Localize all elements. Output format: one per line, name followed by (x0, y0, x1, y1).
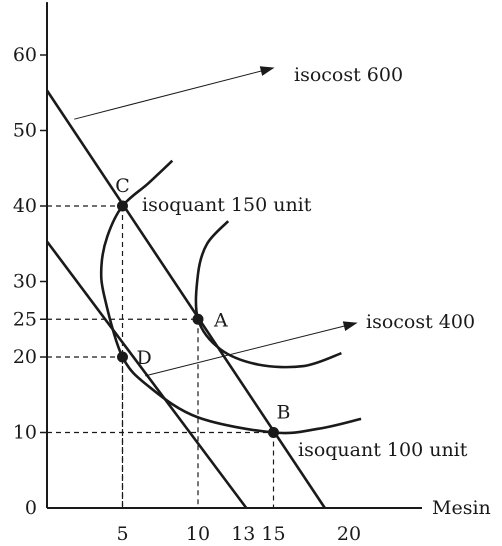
point-B (268, 427, 279, 438)
x-tick-label: 15 (261, 523, 285, 545)
x-tick-label: 10 (186, 523, 210, 545)
y-tick-label: 0 (25, 497, 37, 519)
point-D (117, 351, 128, 363)
y-tick-label: 20 (13, 346, 37, 368)
isocost-400-label: isocost 400 (366, 311, 475, 333)
point-label-C: C (115, 175, 130, 197)
point-label-D: D (137, 347, 152, 369)
x-axis-label: Mesin (432, 497, 491, 519)
y-tick-label: 60 (13, 44, 37, 66)
x-tick-label: 13 (231, 523, 255, 545)
y-tick-label: 25 (13, 308, 37, 330)
y-tick-label: 10 (13, 422, 37, 444)
isocost-400-arrow (145, 321, 358, 377)
isoquant-150-label: isoquant 150 unit (142, 194, 312, 216)
isocost-600-label: isocost 600 (294, 64, 403, 86)
y-tick-label: 50 (13, 120, 37, 142)
isocost-400-line (45, 240, 248, 509)
x-tick-label: 20 (337, 523, 361, 545)
isoquant-100-curve (194, 220, 342, 369)
y-tick-label: 40 (13, 195, 37, 217)
isocost-600-line (45, 89, 326, 509)
isoquant-100-label: isoquant 100 unit (298, 439, 468, 461)
x-tick-label: 5 (116, 523, 128, 545)
point-label-A: A (213, 309, 228, 331)
y-tick-label: 30 (13, 271, 37, 293)
isocost-600-arrow (74, 66, 275, 120)
point-A (192, 313, 204, 325)
point-C (117, 200, 128, 212)
point-label-B: B (277, 402, 291, 424)
